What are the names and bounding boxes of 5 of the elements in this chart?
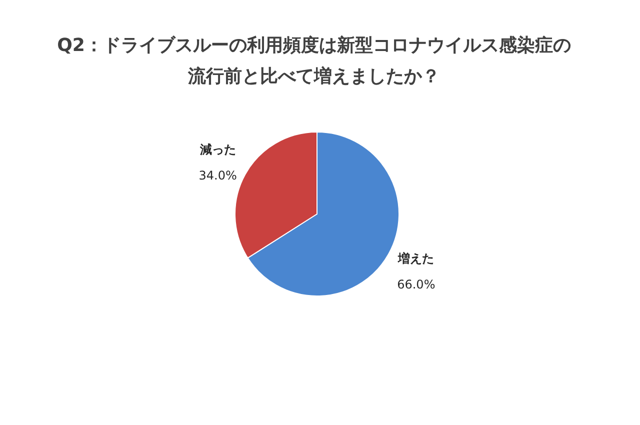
slice-label: 増えた [397,252,434,266]
title: Q2：ドライブスルーの利用頻度は新型コロナウイルス感染症の流行前と比べて増えましたか？ [57,35,571,87]
data-label: 34.0% [198,168,237,182]
slice-label: 減った [198,142,236,156]
data-label: 66.0% [397,278,436,292]
